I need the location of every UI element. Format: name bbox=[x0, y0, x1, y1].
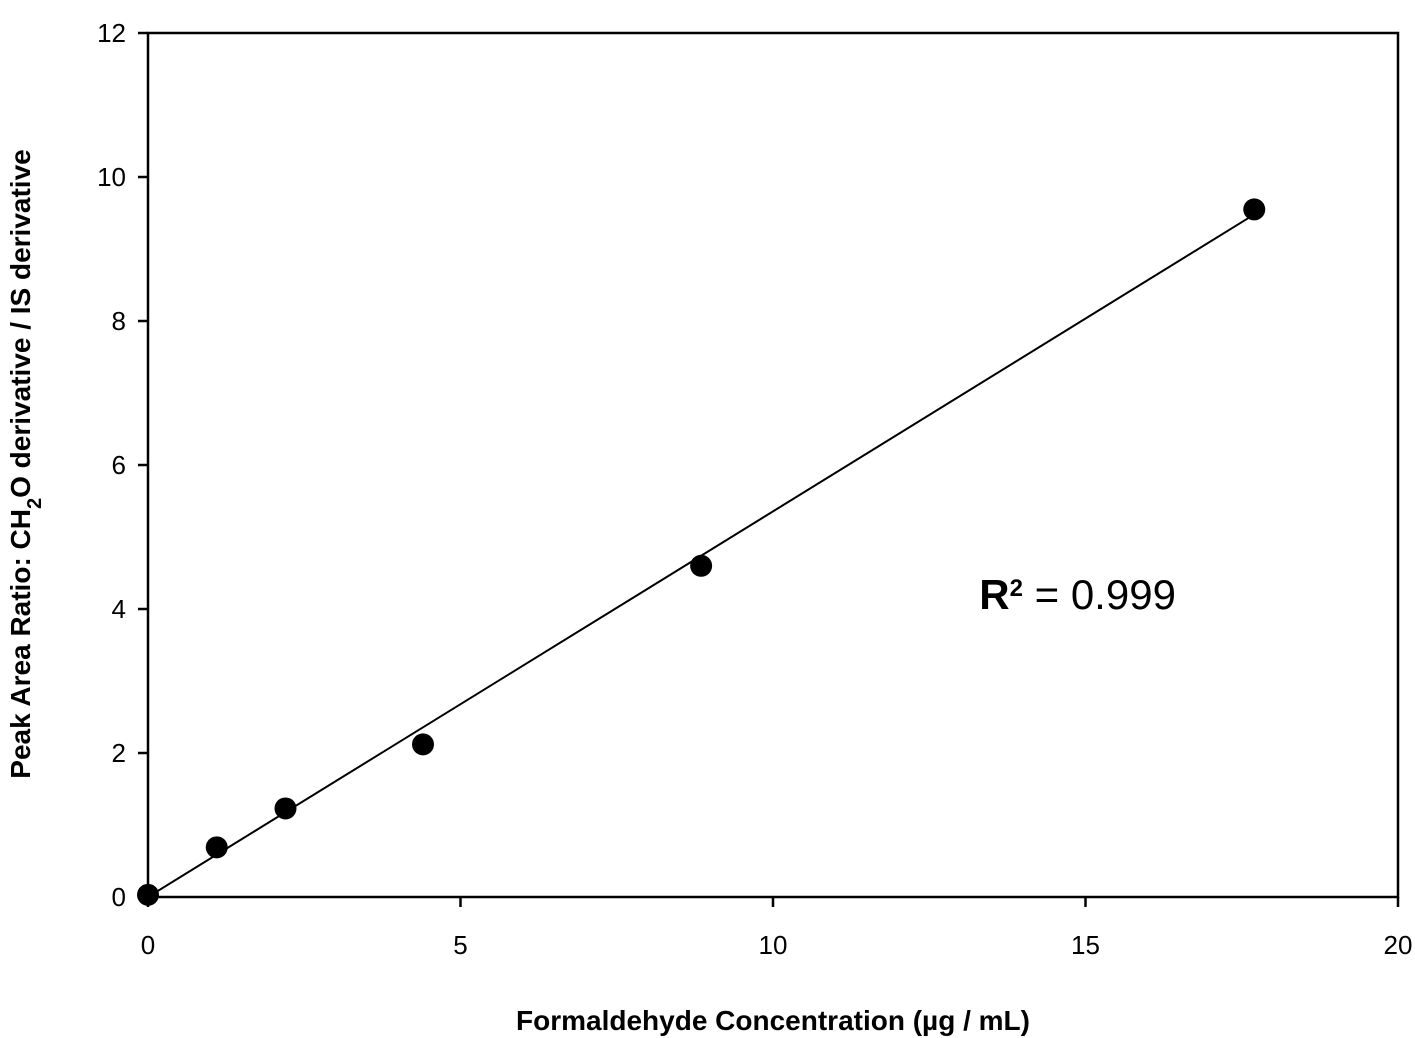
y-tick-label: 12 bbox=[97, 18, 126, 48]
y-tick-label: 6 bbox=[112, 450, 126, 480]
r-squared-symbol: R bbox=[979, 571, 1009, 618]
x-axis-title: Formaldehyde Concentration (µg / mL) bbox=[516, 1005, 1030, 1036]
y-axis-title: Peak Area Ratio: CH2O derivative / IS de… bbox=[5, 149, 46, 778]
y-axis-title-part: O derivative / IS derivative bbox=[5, 149, 36, 498]
y-tick-label: 0 bbox=[112, 882, 126, 912]
axes bbox=[146, 31, 1400, 899]
tick-marks bbox=[138, 31, 1400, 907]
data-point bbox=[274, 797, 297, 820]
data-point bbox=[690, 554, 713, 577]
x-tick-label: 15 bbox=[1071, 930, 1100, 960]
r-squared-annotation: R2 = 0.999 bbox=[979, 571, 1176, 618]
x-tick-label: 5 bbox=[453, 930, 467, 960]
data-point bbox=[137, 883, 159, 906]
x-tick-label: 0 bbox=[141, 930, 155, 960]
data-point bbox=[1243, 198, 1266, 221]
data-points bbox=[137, 198, 1266, 906]
plot-frame bbox=[146, 31, 1400, 899]
tick-labels: 0 2 4 6 8 10 12 0 5 10 15 20 bbox=[97, 18, 1412, 960]
r-squared-superscript: 2 bbox=[1010, 575, 1023, 602]
x-tick-label: 10 bbox=[759, 930, 788, 960]
y-axis-title-part: Peak Area Ratio: CH bbox=[5, 509, 36, 779]
data-point bbox=[205, 836, 228, 859]
r-squared-value: = 0.999 bbox=[1023, 571, 1176, 618]
data-point bbox=[412, 733, 434, 756]
y-tick-label: 2 bbox=[112, 738, 126, 768]
x-tick-label: 20 bbox=[1384, 930, 1413, 960]
y-tick-label: 4 bbox=[112, 594, 126, 624]
y-axis-title-subscript: 2 bbox=[24, 498, 46, 509]
y-tick-label: 10 bbox=[97, 162, 126, 192]
y-tick-label: 8 bbox=[112, 306, 126, 336]
